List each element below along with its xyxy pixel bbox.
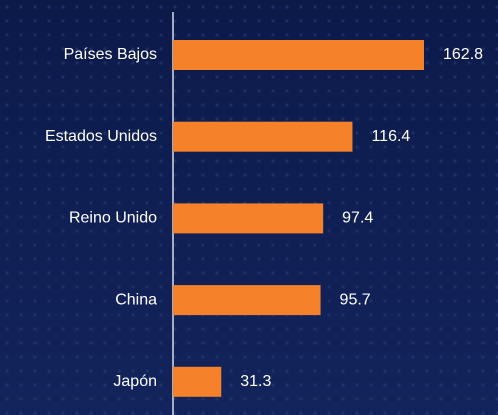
category-label: Países Bajos: [64, 46, 157, 63]
value-label: 116.4: [371, 128, 410, 145]
bar: [173, 40, 424, 70]
category-label: Estados Unidos: [45, 128, 157, 145]
bar: [173, 203, 324, 234]
value-label: 162.8: [443, 46, 483, 63]
category-label: Japón: [113, 373, 157, 390]
category-label: Reino Unido: [69, 210, 157, 227]
value-label: 97.4: [342, 210, 373, 227]
bar: [173, 121, 353, 152]
value-label: 31.3: [240, 373, 271, 390]
category-label: China: [115, 291, 157, 308]
value-label: 95.7: [340, 291, 371, 308]
bar: [173, 366, 222, 397]
bar: [173, 285, 321, 316]
